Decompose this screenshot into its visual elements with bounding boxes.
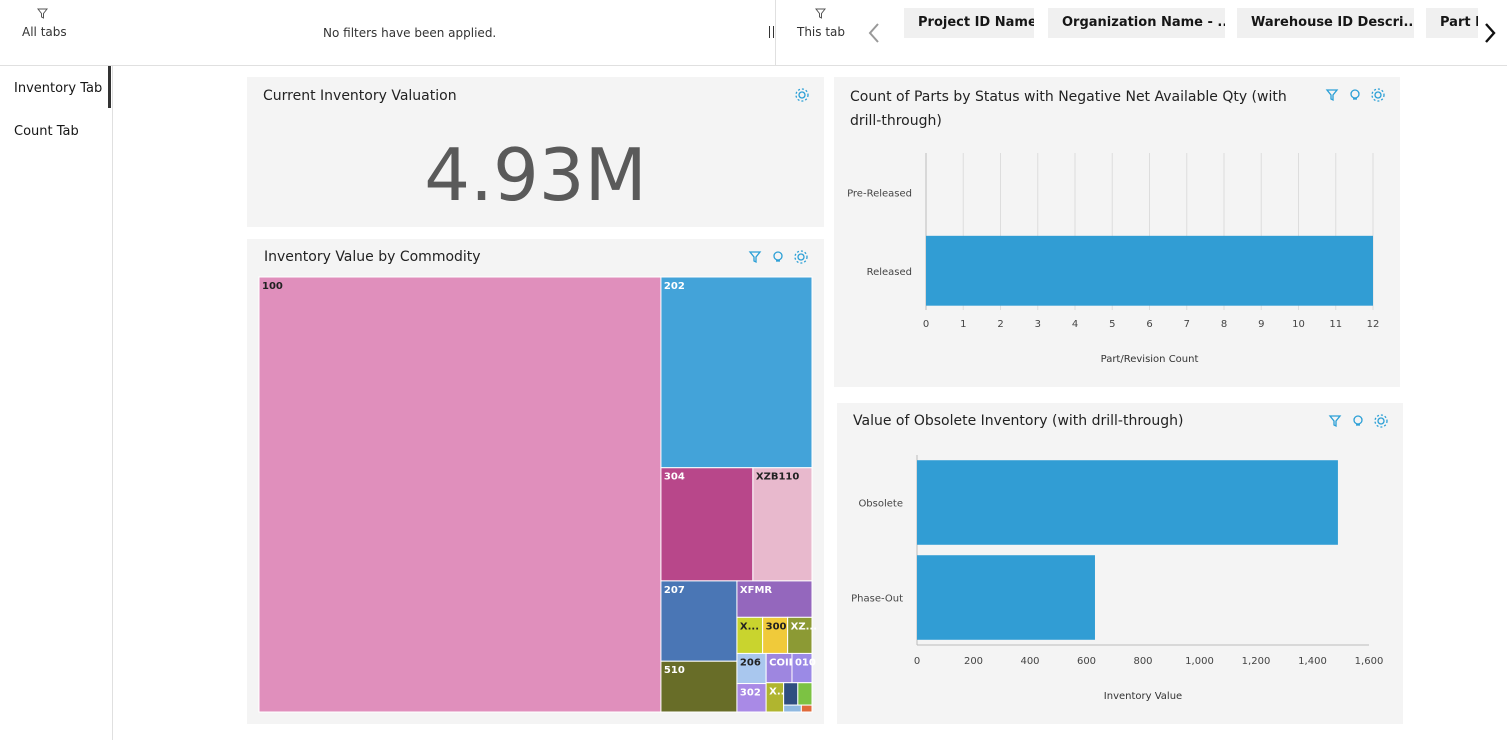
settings-icon[interactable]	[794, 87, 810, 103]
treemap-cell	[800, 704, 813, 713]
sidebar: Inventory Tab Count Tab	[0, 66, 113, 740]
widget-title: Inventory Value by Commodity	[264, 249, 481, 265]
treemap-cell	[762, 616, 789, 654]
scroll-right[interactable]	[1482, 22, 1498, 44]
all-tabs[interactable]: All tabs	[22, 25, 67, 39]
treemap-cell	[258, 276, 662, 713]
filter-chip[interactable]: Organization Name - ...	[1048, 8, 1225, 38]
x-tick-label: 1,600	[1355, 656, 1384, 667]
x-tick-label: 6	[1146, 319, 1152, 330]
kpi-value: 4.93M	[424, 133, 647, 217]
treemap-cell	[752, 467, 813, 582]
widget-icons[interactable]	[1324, 87, 1390, 103]
x-tick-label: 600	[1077, 656, 1096, 667]
cell-label: 010	[795, 657, 816, 668]
x-tick-label: 200	[964, 656, 983, 667]
widget-icons[interactable]	[1327, 413, 1393, 429]
x-tick-label: 9	[1258, 319, 1264, 330]
x-tick-label: 8	[1221, 319, 1227, 330]
x-tick-label: 1	[960, 319, 966, 330]
cell-label: X...	[769, 687, 788, 698]
x-tick-label: 10	[1292, 319, 1305, 330]
filter-chip[interactable]: Part I	[1426, 8, 1478, 38]
widget-title: Value of Obsolete Inventory (with drill-…	[853, 413, 1184, 429]
x-tick-label: 1,400	[1298, 656, 1327, 667]
bar-chart: 0 1 2 3 4 5 6 7 8 9 10 11 12Pre-ReleasedReleasedPart…	[847, 153, 1380, 365]
treemap-cell	[736, 580, 813, 618]
y-tick-label: Pre-Released	[847, 188, 912, 199]
treemap-widget: Inventory Value by Commodity 100 202 304 XZ…	[247, 239, 824, 724]
cell-label: 304	[664, 472, 685, 483]
filter-icon	[815, 8, 826, 19]
treemap-cell	[660, 660, 738, 713]
x-tick-label: 7	[1184, 319, 1190, 330]
cell-label: 206	[740, 657, 761, 668]
active-indicator	[108, 66, 111, 108]
treemap-cell	[660, 467, 754, 582]
x-tick-label: 400	[1020, 656, 1039, 667]
separator	[775, 0, 776, 65]
treemap-cell	[783, 682, 799, 706]
filter-chip[interactable]: Warehouse ID Descri...	[1237, 8, 1414, 38]
cell-label: 510	[664, 665, 685, 676]
x-axis-title: Inventory Value	[1104, 691, 1182, 702]
kpi-widget: Current Inventory Valuation 4.93M	[247, 77, 824, 227]
cell-label: 302	[740, 688, 761, 699]
widget-icons[interactable]	[747, 249, 813, 265]
y-tick-label: Obsolete	[858, 499, 903, 510]
x-tick-label: 11	[1329, 319, 1342, 330]
divider	[769, 26, 774, 38]
x-tick-label: 0	[923, 319, 929, 330]
this-tab[interactable]: This tab	[797, 25, 846, 39]
y-tick-label: Released	[867, 267, 912, 278]
x-tick-label: 4	[1072, 319, 1078, 330]
cell-label: 202	[664, 281, 685, 292]
scroll-left[interactable]	[866, 22, 882, 44]
cell-label: XZ...	[791, 621, 817, 632]
x-tick-label: 800	[1133, 656, 1152, 667]
x-tick-label: 0	[914, 656, 920, 667]
x-tick-label: 1,200	[1242, 656, 1271, 667]
treemap-cell	[783, 704, 802, 713]
bar-widget: Count of Parts by Status with Negative N…	[834, 77, 1400, 387]
bar-widget: Value of Obsolete Inventory (with drill-…	[837, 403, 1403, 724]
treemap-cell	[797, 682, 813, 706]
cell-label: 207	[664, 585, 685, 596]
x-tick-label: 3	[1035, 319, 1041, 330]
y-tick-label: Phase-Out	[851, 594, 903, 605]
bar	[917, 555, 1095, 640]
x-tick-label: 1,000	[1185, 656, 1214, 667]
x-tick-label: 2	[997, 319, 1003, 330]
cell-label: X...	[740, 621, 759, 632]
filter-icon	[37, 8, 48, 19]
cell-label: XFMR	[740, 585, 772, 596]
bar-chart: 0 200 400 600 800 1,000 1,200 1,400 1,600 Obsolet…	[851, 455, 1384, 702]
filter-bar: All tabs No filters have been applied. T…	[0, 0, 1507, 66]
cell-label: 300	[766, 621, 787, 632]
x-tick-label: 12	[1367, 319, 1380, 330]
treemap-cell	[660, 276, 813, 469]
x-axis-title: Part/Revision Count	[1101, 354, 1199, 365]
cell-label: 100	[262, 281, 283, 292]
bar	[926, 235, 1373, 306]
cell-label: XZB110	[756, 472, 799, 483]
widget-title: Current Inventory Valuation	[263, 88, 457, 104]
filter-chip[interactable]: Project ID Name	[904, 8, 1034, 38]
x-tick-label: 5	[1109, 319, 1115, 330]
cell-label: COIL	[769, 657, 796, 668]
filter-message: No filters have been applied.	[323, 26, 497, 40]
widget-title: Count of Parts by Status with Negative N…	[850, 89, 1287, 129]
tab[interactable]: Count Tab	[14, 124, 79, 139]
treemap: 100 202 304 XZB110 207 510 XFMR X... 300 XZ... 206…	[258, 276, 817, 713]
treemap-cell	[787, 616, 813, 654]
bar	[917, 460, 1338, 545]
tab[interactable]: Inventory Tab	[14, 81, 103, 96]
